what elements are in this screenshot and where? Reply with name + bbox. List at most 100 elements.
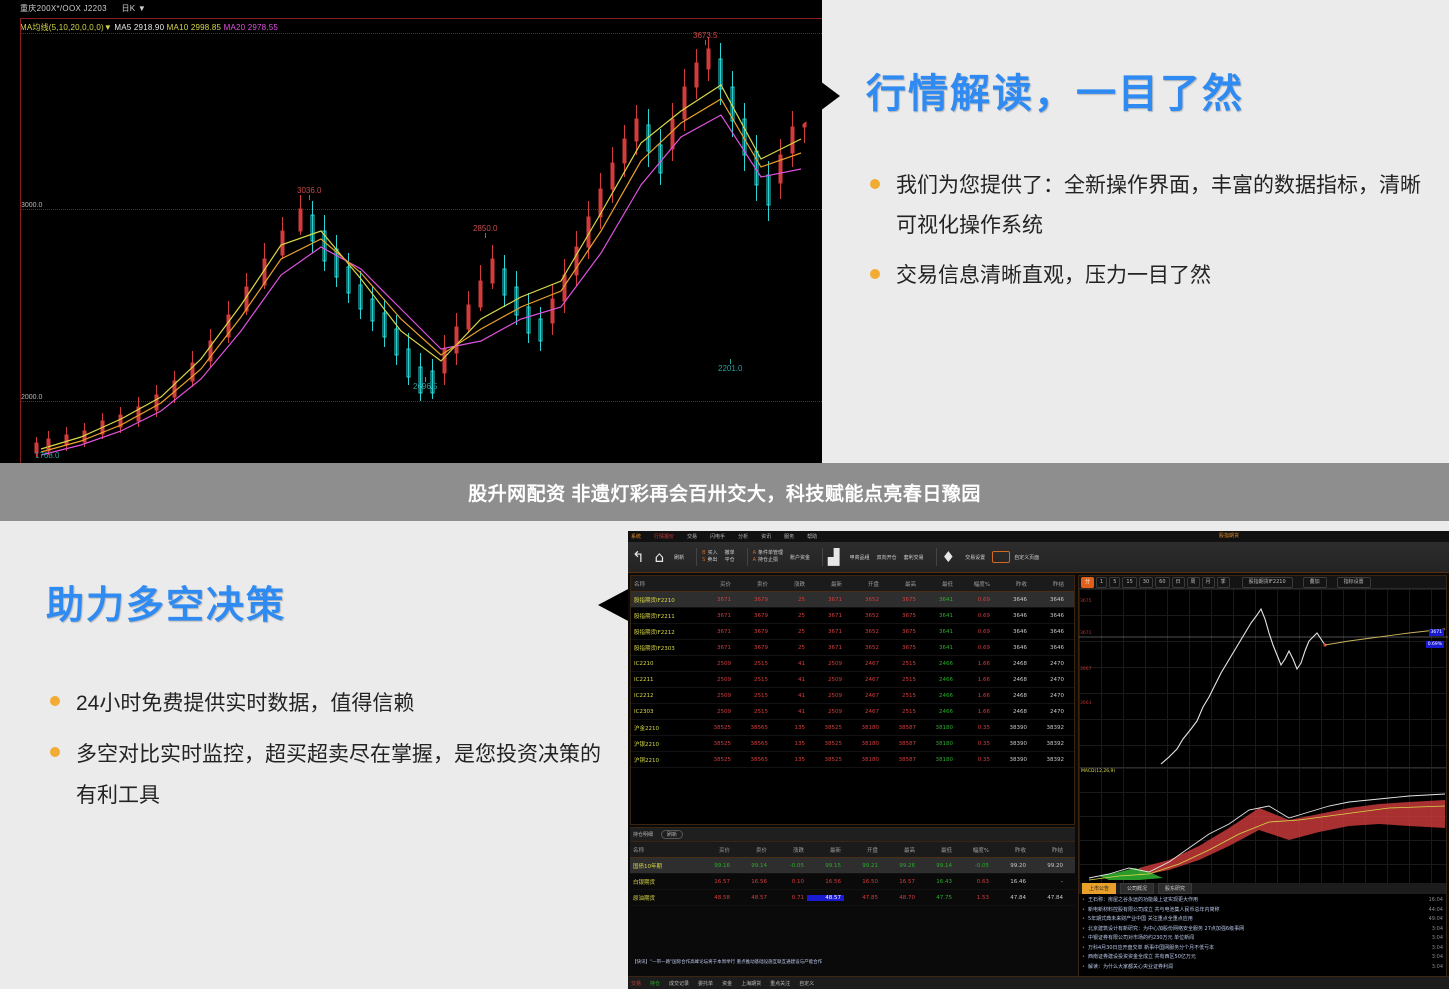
status-funds[interactable]: 资金 <box>722 980 733 987</box>
timeframe-button-15[interactable]: 15 <box>1122 576 1137 588</box>
indicator-settings-dropdown[interactable]: 指标设置 <box>1336 576 1371 588</box>
quote-cell: 0.35 <box>977 756 990 763</box>
toolbar-trade-settings-button[interactable]: 交易设置 <box>965 554 985 561</box>
status-fills[interactable]: 成交记录 <box>669 980 690 987</box>
tab-announcements[interactable]: 上市公告 <box>1082 883 1117 894</box>
menu-item-3[interactable]: 闪电手 <box>710 534 726 540</box>
table-row[interactable]: 原油期货 48.58 48.57 0.71 48.57 47.85 48.70 47.75 1.… <box>630 890 1137 906</box>
news-item[interactable]: • 解读：为什么大家都关心央业证券利润 3:04 <box>1082 963 1443 973</box>
kline-chart-panel[interactable]: 重庆200X*/OOX J2203 日K ▼ MA均线(5,10,20,0,0,… <box>0 0 822 463</box>
toolbar-custom-page-button[interactable]: 自定义页面 <box>1014 554 1039 561</box>
toolbar-arbitrage-button[interactable]: 套利交易 <box>904 554 924 561</box>
toolbar-refresh-button[interactable]: 刷新 <box>674 554 684 561</box>
table-row[interactable]: 股指期货IF2210 3671 3679 25 3671 3652 3675 3641 0.69… <box>631 592 1074 608</box>
news-item[interactable]: • 西南证券建设投资资金全成立 共有西区50亿万元 3:04 <box>1082 953 1443 963</box>
toolbar-home-button[interactable]: ⌂ <box>655 549 668 565</box>
tab-shareholder-research[interactable]: 股东研究 <box>1158 883 1193 894</box>
toolbar-two-way-open-button[interactable]: 双向开仓 <box>877 554 897 561</box>
quote-table-body[interactable]: 股指期货IF2210 3671 3679 25 3671 3652 3675 3641 0.69… <box>631 592 1074 768</box>
news-item[interactable]: • 5年期式典未来财产业中国 关注重点全重点应用 49:04 <box>1082 915 1443 925</box>
overlay-dropdown[interactable]: 叠加 <box>1302 576 1327 588</box>
position-section[interactable]: 持仓明细 刷新 名称 买价 卖价 涨跌 最新 开盘 最高 最低 幅度% 昨收 昨… <box>630 827 1137 906</box>
menu-item-2[interactable]: 交易 <box>687 534 698 540</box>
terminal-statusbar[interactable]: 交易 持仓 成交记录 委托单 资金 上海期货 重点关注 自定义 <box>628 976 1449 989</box>
menu-item-1[interactable]: 行情报价 <box>654 534 675 540</box>
toolbar-buy-sell-group[interactable]: B 买入 S 卖出 <box>702 549 718 564</box>
table-row[interactable]: 股指期货IF2303 3671 3679 25 3671 3652 3675 3641 0.69… <box>631 640 1074 656</box>
status-custom[interactable]: 自定义 <box>799 980 815 987</box>
timeframe-button-1[interactable]: 1 <box>1096 576 1108 588</box>
kline-period-label[interactable]: 日K <box>121 4 136 13</box>
table-row[interactable]: 白银期货 16.57 16.56 0.10 16.56 16.50 16.57 16.43 0.… <box>630 874 1137 890</box>
position-cell: 99.20 <box>1047 862 1063 869</box>
status-position[interactable]: 持仓 <box>650 980 661 987</box>
table-row[interactable]: 股指期货IF2211 3671 3679 25 3671 3652 3675 3641 0.69… <box>631 608 1074 624</box>
kline-plot-area[interactable]: 3000.0 2000.0 <box>20 18 822 463</box>
menu-item-6[interactable]: 服务 <box>784 534 795 540</box>
terminal-menubar[interactable]: 系统 行情报价 交易 闪电手 分析 资讯 服务 帮助 股指期货 <box>628 531 1449 542</box>
news-item[interactable]: • 中银证券有限公司对市场的约230万元 单位新闻 3:04 <box>1082 934 1443 944</box>
menu-item-5[interactable]: 资讯 <box>761 534 772 540</box>
position-refresh-chip[interactable]: 刷新 <box>661 830 684 839</box>
timeframe-button-月[interactable]: 月 <box>1201 576 1215 588</box>
kline-symbol-label[interactable]: 重庆200X*/OOX J2203 <box>20 4 107 13</box>
chart-axis-3: 3663 <box>1080 701 1092 706</box>
news-item[interactable]: • 王石称：房屋之谷永远的功能最上证实现更大作用 16:04 <box>1082 896 1443 906</box>
timeframe-button-30[interactable]: 30 <box>1138 576 1154 588</box>
position-table-body[interactable]: 国债10年期 99.16 99.14 -0.05 99.15 99.21 99.26 99.1… <box>630 858 1137 906</box>
toolbar-window-icon[interactable] <box>992 551 1011 563</box>
terminal-chart-column[interactable]: 分 1 5 15 30 60 日周月季 股指期货IF2210 叠加 指标设置 3675 36… <box>1078 575 1448 987</box>
news-list[interactable]: • 王石称：房屋之谷永远的功能最上证实现更大作用 16:04 • 新电新材料控股有限公司… <box>1079 894 1446 972</box>
timeframe-button-分[interactable]: 分 <box>1081 576 1095 588</box>
table-row[interactable]: 沪银2210 38525 38565 135 38525 38180 38587 38180 0… <box>631 736 1074 752</box>
table-row[interactable]: IC2211 2509 2515 41 2509 2467 2515 2466 1.66 2468… <box>631 672 1074 688</box>
toolbar-account-funds-button[interactable]: 账户资金 <box>790 554 810 561</box>
chart-timeframe-bar[interactable]: 分 1 5 15 30 60 日周月季 股指期货IF2210 叠加 指标设置 <box>1079 576 1446 589</box>
position-toolbar[interactable]: 持仓明细 刷新 <box>630 827 1075 842</box>
toolbar-commodity-group-button[interactable]: 甲商品组 <box>850 554 870 561</box>
kline-period-caret-icon[interactable]: ▼ <box>137 4 147 13</box>
status-watchlist[interactable]: 重点关注 <box>770 980 791 987</box>
quote-cell: 3652 <box>865 644 879 651</box>
trading-terminal-screenshot[interactable]: 系统 行情报价 交易 闪电手 分析 资讯 服务 帮助 股指期货 ↰ ⌂ 刷新 B… <box>628 531 1449 989</box>
menu-item-4[interactable]: 分析 <box>738 534 749 540</box>
symbol-dropdown[interactable]: 股指期货IF2210 <box>1241 576 1293 588</box>
terminal-toolbar[interactable]: ↰ ⌂ 刷新 B 买入 S 卖出 撤单 平仓 A 条件单管理 A 持仓止损 <box>628 542 1449 573</box>
table-row[interactable]: 沪铜2210 38525 38565 135 38525 38180 38587 38180 0… <box>631 752 1074 768</box>
status-orders[interactable]: 委托单 <box>698 980 714 987</box>
toolbar-settings-icon-button[interactable]: ♦ <box>942 549 958 565</box>
table-row[interactable]: 国债10年期 99.16 99.14 -0.05 99.15 99.21 99.26 99.1… <box>630 858 1137 874</box>
news-item[interactable]: • 万科4月30日应开盘交单 新事中国网服务分个月不低亏本 3:04 <box>1082 944 1443 954</box>
ma-caret-icon[interactable]: ▼ <box>103 23 112 32</box>
news-item[interactable]: • 北京建筑设计有新研究：为中心加股份网络安全服务 27点加强6级事网 3:04 <box>1082 925 1443 935</box>
table-row[interactable]: 股指期货IF2212 3671 3679 25 3671 3652 3675 3641 0.69… <box>631 624 1074 640</box>
toolbar-back-button[interactable]: ↰ <box>632 549 648 565</box>
indicator-subchart[interactable]: MACD(12,26,9) <box>1079 767 1446 883</box>
menu-item-7[interactable]: 帮助 <box>807 534 818 540</box>
status-trade[interactable]: 交易 <box>631 980 642 987</box>
quote-table[interactable]: 名称 买价 卖价 涨跌 最新 开盘 最高 最低 幅度% 昨收 昨结 均价 股指期… <box>630 575 1075 825</box>
table-row[interactable]: IC2210 2509 2515 41 2509 2467 2515 2466 1.66 2468… <box>631 656 1074 672</box>
ma-indicator-name[interactable]: MA均线(5,10,20,0,0,0) <box>20 23 104 32</box>
timeframe-button-日[interactable]: 日 <box>1171 576 1185 588</box>
toolbar-chart-button[interactable]: ▟ <box>828 549 843 565</box>
footer-text: 【快讯】"一带一路"国际合作高峰论坛将于本周举行 重点推动基础设施互联互通建设与… <box>632 960 823 965</box>
menu-item-0[interactable]: 系统 <box>631 534 642 540</box>
timeframe-button-60[interactable]: 60 <box>1155 576 1170 588</box>
col-header-10: 昨结 <box>1052 581 1064 588</box>
quote-cell: 2498 <box>1067 709 1074 715</box>
status-exchange[interactable]: 上海期货 <box>741 980 762 987</box>
intraday-price-chart[interactable]: 3675 3671 3667 3663 3671 0.69% <box>1079 589 1448 767</box>
news-item[interactable]: • 新电新材料控股有限公司成立 共与电池集人民币总年内简称 44:04 <box>1082 906 1443 916</box>
table-row[interactable]: IC2212 2509 2515 41 2509 2467 2515 2466 1.66 2468… <box>631 688 1074 704</box>
timeframe-buttons[interactable]: 分 1 5 15 30 60 日周月季 <box>1081 576 1232 588</box>
table-row[interactable]: 沪金2210 38525 38565 135 38525 38180 38587 38180 0… <box>631 720 1074 736</box>
timeframe-button-5[interactable]: 5 <box>1109 576 1121 588</box>
news-tabs[interactable]: 上市公告 公司概况 股东研究 <box>1079 883 1446 894</box>
tab-company-profile[interactable]: 公司概况 <box>1120 883 1155 894</box>
timeframe-button-季[interactable]: 季 <box>1216 576 1230 588</box>
table-row[interactable]: IC2303 2509 2515 41 2509 2467 2515 2466 1.66 2468… <box>631 704 1074 720</box>
toolbar-conditional-order-group[interactable]: A 条件单管理 A 持仓止损 <box>752 549 784 564</box>
toolbar-cancel-close-group[interactable]: 撤单 平仓 <box>725 550 735 565</box>
timeframe-button-周[interactable]: 周 <box>1186 576 1200 588</box>
